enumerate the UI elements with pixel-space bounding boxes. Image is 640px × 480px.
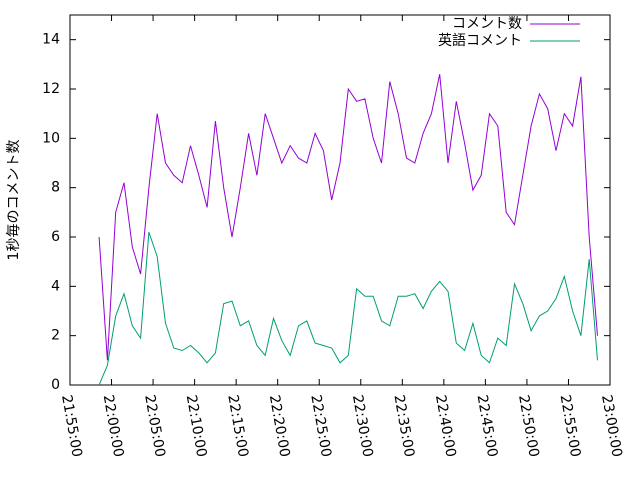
x-tick-label: 22:20:00 — [266, 394, 293, 459]
series-line — [98, 231, 598, 386]
legend-label: 英語コメント — [438, 32, 522, 49]
y-tick-label: 8 — [51, 180, 60, 196]
x-tick-label: 22:40:00 — [432, 394, 459, 459]
x-tick-label: 22:15:00 — [224, 394, 251, 459]
x-tick-label: 22:30:00 — [349, 394, 376, 459]
x-tick-label: 22:00:00 — [100, 394, 127, 459]
x-tick-label: 22:50:00 — [515, 394, 542, 459]
series-line — [98, 74, 598, 361]
legend-label: コメント数 — [452, 16, 522, 32]
x-tick-label: 22:05:00 — [141, 394, 168, 459]
x-tick-label: 22:55:00 — [557, 394, 584, 459]
y-tick-label: 14 — [42, 32, 60, 48]
x-tick-label: 22:25:00 — [307, 394, 334, 459]
y-tick-label: 12 — [42, 81, 60, 97]
y-tick-label: 4 — [51, 278, 60, 294]
y-tick-label: 2 — [51, 328, 60, 344]
x-tick-label: 21:55:00 — [58, 394, 85, 459]
y-tick-label: 10 — [42, 130, 60, 146]
y-axis-label: 1秒毎のコメント数 — [6, 140, 22, 261]
x-tick-label: 23:00:00 — [598, 394, 625, 459]
x-tick-label: 22:45:00 — [474, 394, 501, 459]
x-tick-label: 22:35:00 — [390, 394, 417, 459]
y-tick-label: 6 — [51, 229, 60, 245]
plot-border — [69, 14, 611, 386]
y-tick-label: 0 — [51, 377, 60, 393]
x-tick-label: 22:10:00 — [183, 394, 210, 459]
